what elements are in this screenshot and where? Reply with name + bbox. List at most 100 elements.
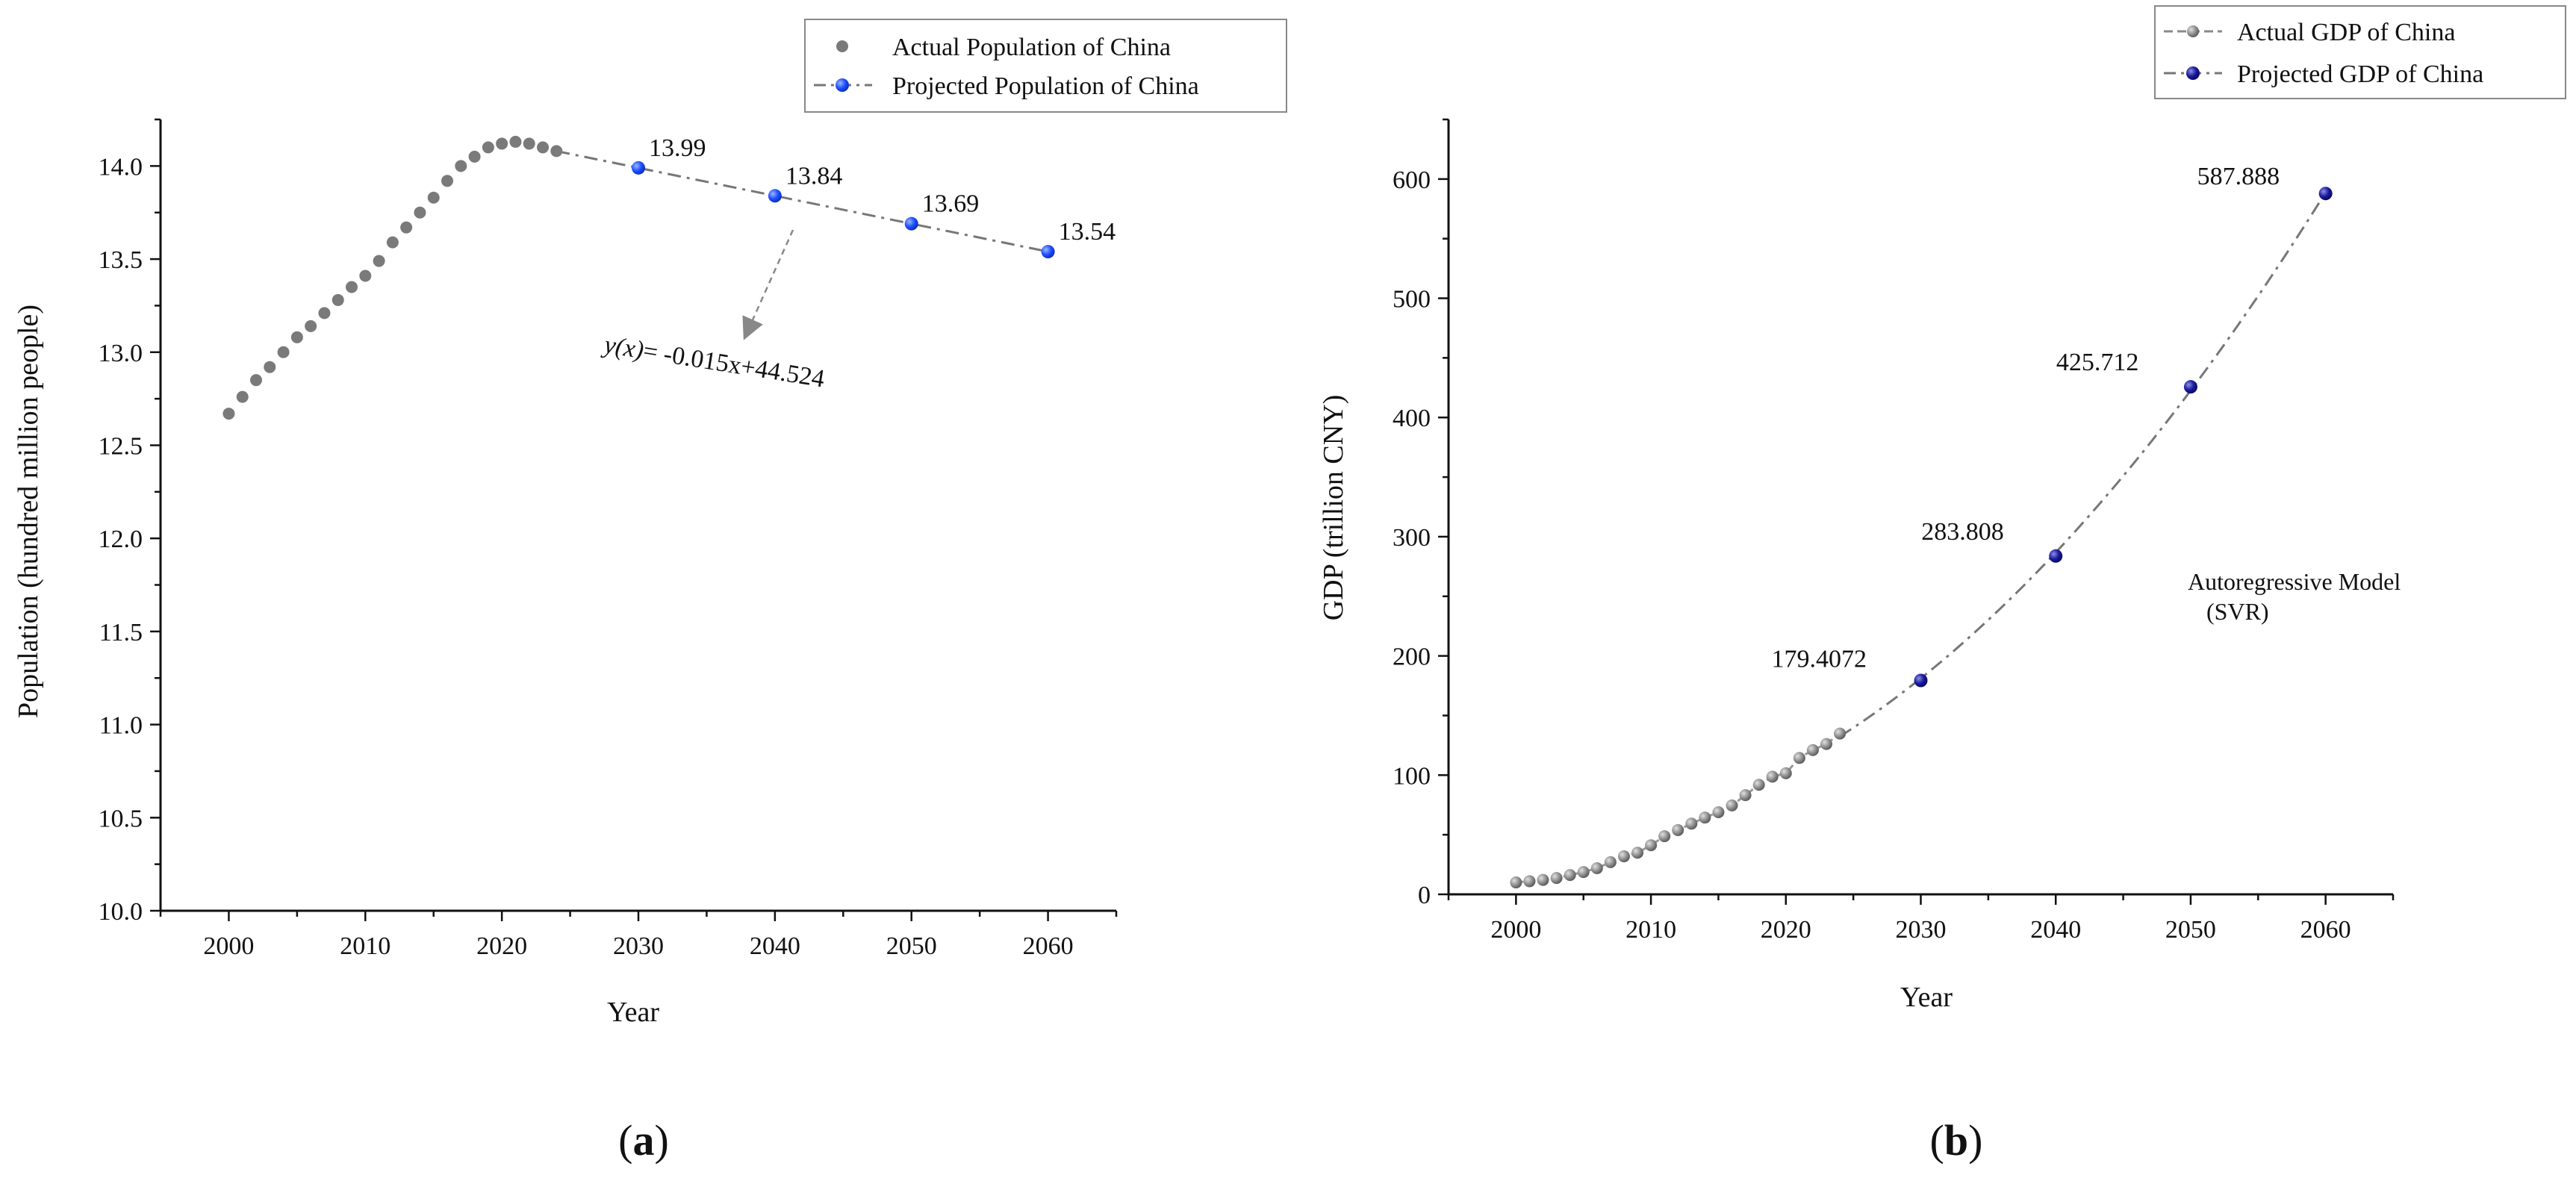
chart-b-actual-point <box>1712 805 1725 818</box>
chart-a-y-tick-label: 12.5 <box>99 432 143 460</box>
chart-b-y-tick-label: 100 <box>1393 762 1431 790</box>
chart-a-actual-point <box>468 150 481 163</box>
chart-a-ylabel: Population (hundred million people) <box>13 305 44 718</box>
chart-b-actual-point <box>1834 727 1847 740</box>
chart-a-actual-point <box>550 145 563 158</box>
chart-a-x-tick-label: 2050 <box>886 932 937 960</box>
chart-a-legend-projected-marker <box>836 78 849 92</box>
chart-a-actual-point <box>277 346 290 358</box>
chart-b-x-tick-label: 2050 <box>2165 916 2216 944</box>
chart-b-actual-point <box>1726 799 1738 811</box>
chart-b-y-tick-label: 500 <box>1393 286 1431 314</box>
chart-b-projected-point <box>2049 549 2063 563</box>
chart-a-actual-point <box>346 281 358 293</box>
chart-b-model-note-line1: Autoregressive Model <box>2188 568 2401 595</box>
chart-a-equation-body: = -0.015x+44.524 <box>641 337 827 393</box>
chart-b-x-tick-label: 2010 <box>1625 916 1676 944</box>
chart-a-y-tick-label: 11.0 <box>99 712 143 740</box>
chart-b-data-label: 283.808 <box>1921 518 2004 546</box>
chart-a-projected-point <box>904 216 918 231</box>
chart-b-y-tick-label: 300 <box>1393 524 1431 552</box>
chart-b-actual-point <box>1523 875 1536 888</box>
chart-a-actual-point <box>236 390 249 403</box>
chart-b-xlabel: Year <box>1900 982 1953 1013</box>
chart-a-actual-point <box>496 137 508 150</box>
chart-a-actual-point <box>359 269 372 282</box>
chart-b-y-tick-label: 0 <box>1418 882 1431 909</box>
chart-a-data-label: 13.99 <box>649 134 706 162</box>
chart-a-x-tick-label: 2040 <box>750 932 800 960</box>
chart-b-axes <box>1447 119 2393 896</box>
chart-b-y-tick-label: 200 <box>1393 644 1431 671</box>
chart-b-actual-point <box>1604 856 1617 868</box>
chart-a-y-tick-label: 12.0 <box>99 526 143 553</box>
chart-a-legend-actual: Actual Population of China <box>892 34 1171 61</box>
chart-b-legend: Actual GDP of China Projected GDP of Chi… <box>2154 5 2566 99</box>
chart-b-x-tick-label: 2000 <box>1490 916 1541 944</box>
chart-b-actual-point <box>1631 847 1643 859</box>
chart-a-actual-point <box>264 361 276 373</box>
chart-a-x-tick-label: 2020 <box>476 932 527 960</box>
chart-a-data-label: 13.54 <box>1059 218 1116 246</box>
chart-a-legend-box <box>804 19 1287 113</box>
chart-b-data-label: 179.4072 <box>1772 646 1867 673</box>
chart-b-y-tick-label: 600 <box>1393 166 1431 194</box>
chart-b-actual-point <box>1510 876 1522 889</box>
chart-b-legend-box <box>2154 5 2566 99</box>
chart-a-legend-projected: Projected Population of China <box>892 72 1199 100</box>
chart-a-legend-actual-marker <box>836 40 848 52</box>
chart-b-actual-point <box>1537 873 1549 886</box>
chart-b-x-tick-label: 2060 <box>2300 916 2351 944</box>
chart-a-actual-point <box>386 236 399 249</box>
chart-b-projected-point <box>2318 187 2333 201</box>
chart-a-actual-point <box>441 175 453 187</box>
chart-a-series <box>223 135 1055 420</box>
chart-a-panel-label: (a) <box>618 1116 669 1165</box>
chart-a-actual-point <box>400 221 413 234</box>
chart-a-data-labels: 13.99 13.84 13.69 13.54 <box>649 134 1116 246</box>
chart-a-equation: y(x)= -0.015x+44.524 <box>600 331 827 393</box>
chart-b-actual-point <box>1752 779 1765 791</box>
chart-b-legend-projected-marker <box>2186 66 2200 80</box>
chart-a-actual-point <box>523 137 535 150</box>
chart-b-actual-point <box>1672 823 1684 836</box>
chart-b-actual-point <box>1685 817 1698 830</box>
chart-a-y-tick-label: 10.0 <box>99 898 143 926</box>
chart-b-ylabel: GDP (trillion CNY) <box>1318 395 1349 621</box>
chart-a: 2000 2010 2020 2030 2040 2050 2060 10.0 10.5 11.0… <box>13 19 1287 1165</box>
chart-a-data-label: 13.69 <box>922 190 980 218</box>
chart-b-data-labels: 179.4072 283.808 425.712 587.888 <box>1772 163 2280 673</box>
chart-a-ticks: 2000 2010 2020 2030 2040 2050 2060 10.0 10.5 11.0… <box>99 118 1118 960</box>
chart-b-actual-point <box>1806 744 1819 756</box>
chart-a-xlabel: Year <box>607 997 659 1028</box>
chart-a-y-tick-label: 11.5 <box>99 619 143 646</box>
chart-a-actual-point <box>373 255 385 267</box>
chart-a-equation-prefix: y(x) <box>600 331 646 364</box>
chart-a-x-tick-label: 2010 <box>340 932 391 960</box>
chart-b-actual-point <box>1577 866 1590 879</box>
chart-b-series <box>1510 187 2333 889</box>
chart-b-actual-point <box>1699 811 1711 824</box>
chart-b-actual-point <box>1645 839 1658 852</box>
chart-b-actual-line <box>1516 732 1841 884</box>
chart-b-legend-projected: Projected GDP of China <box>2237 60 2483 88</box>
chart-a-axes <box>159 119 1116 912</box>
chart-a-actual-point <box>250 374 262 387</box>
chart-b-ticks: 2000 2010 2020 2030 2040 2050 2060 0 100 200 300 40… <box>1393 118 2395 944</box>
chart-b-projected-point <box>1914 673 1928 688</box>
chart-b-actual-point <box>1550 872 1563 885</box>
chart-a-projected-point <box>1041 245 1055 259</box>
chart-a-actual-point <box>318 307 331 320</box>
chart-b-x-tick-label: 2020 <box>1761 916 1811 944</box>
chart-a-legend: Actual Population of China Projected Pop… <box>804 19 1287 113</box>
chart-a-actual-point <box>509 135 522 148</box>
chart-b-legend-actual-marker <box>2187 25 2199 37</box>
chart-b-panel-label: (b) <box>1930 1116 1983 1165</box>
chart-b-actual-point <box>1590 862 1603 875</box>
chart-a-y-tick-label: 13.0 <box>99 340 143 367</box>
chart-b-x-tick-label: 2040 <box>2030 916 2081 944</box>
chart-b-projected-point <box>2183 380 2197 394</box>
chart-a-y-tick-label: 13.5 <box>99 246 143 274</box>
chart-a-annotation-arrow <box>742 229 794 340</box>
chart-a-actual-point <box>427 191 440 204</box>
